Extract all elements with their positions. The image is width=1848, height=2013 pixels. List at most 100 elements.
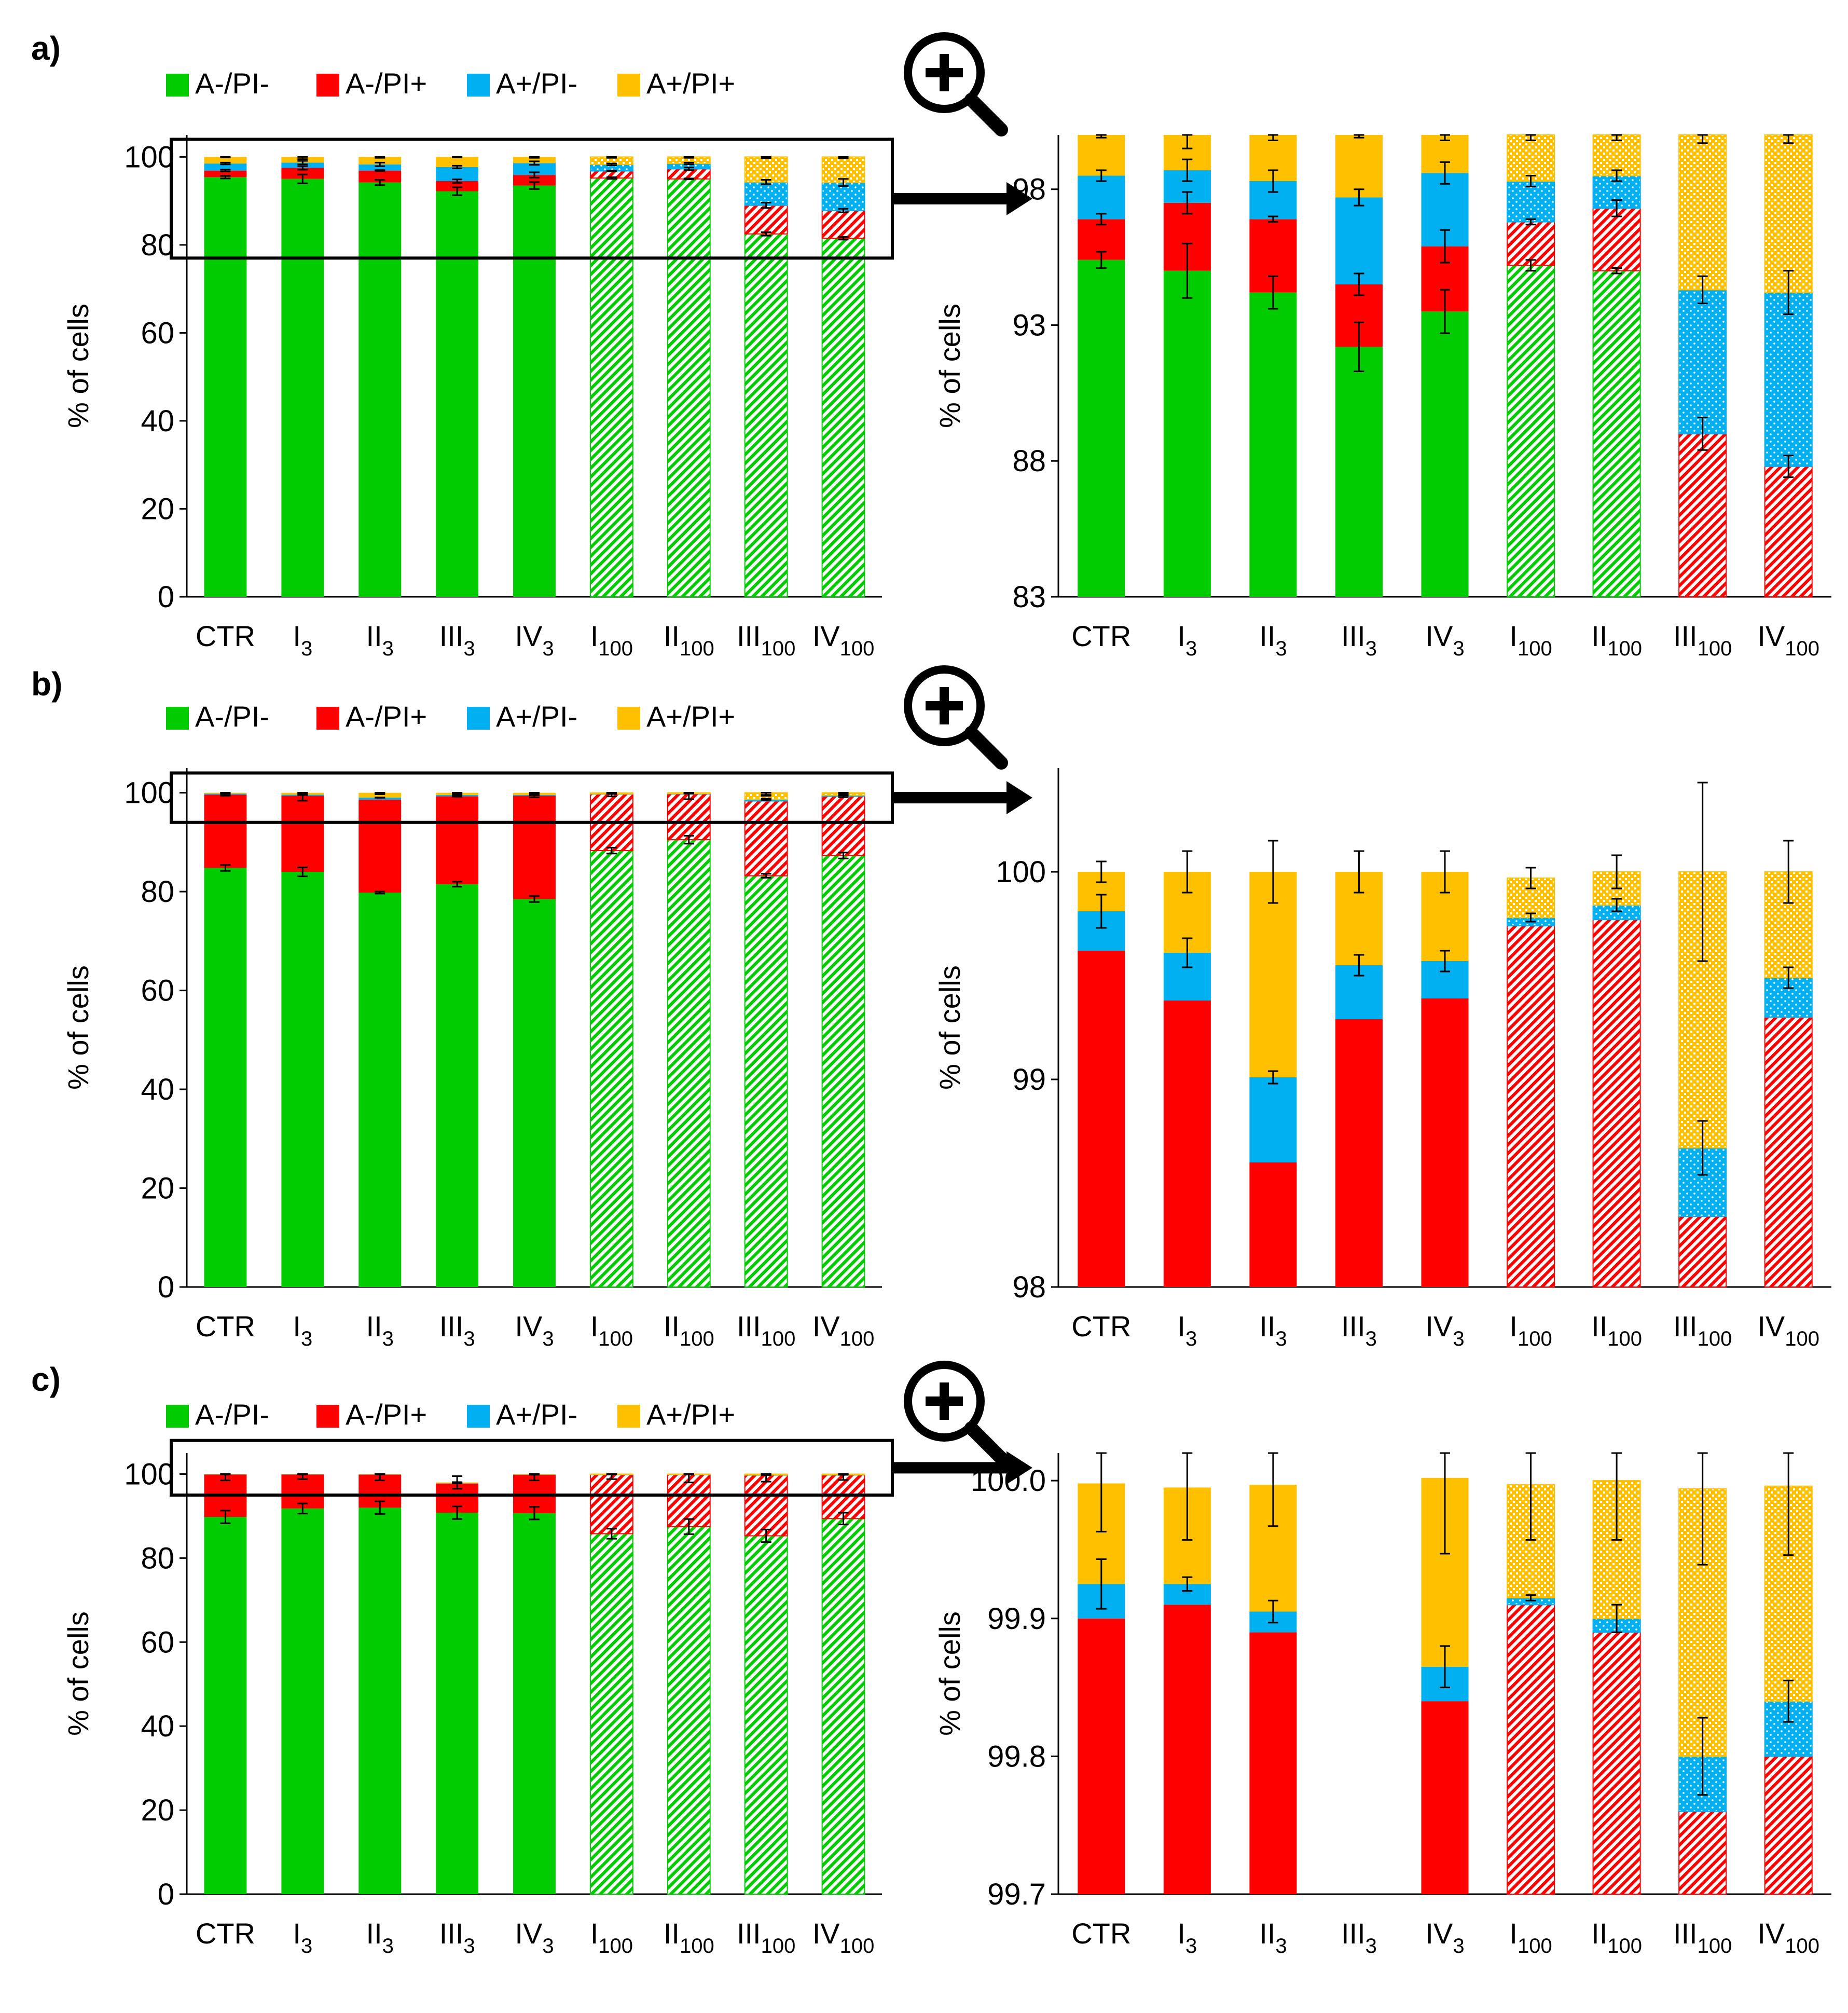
handle [964,726,1008,770]
bar-segment-a-pi- [204,177,247,597]
bar-segment-a-pi- [358,1508,402,1894]
y-tick-label: 99.7 [987,1878,1046,1911]
bar-segment-a-pi- [821,855,865,1288]
legend-swatch [617,1405,640,1428]
legend-label: A-/PI+ [346,67,427,100]
x-tick-label: II100 [1591,620,1642,660]
x-tick-label: IV100 [812,620,875,660]
x-tick-label: II3 [366,1917,394,1957]
y-tick-label: 0 [158,1878,174,1911]
bar-segment-a-pi- [204,170,247,177]
bar-segment-a-pi- [1592,270,1641,597]
bar-segment-a-pi- [744,1474,788,1537]
bar-segment-a-pi- [667,839,711,1288]
bar-segment-a-pi- [513,157,556,163]
bar-segment-a-pi- [436,796,479,884]
legend-swatch [166,74,189,97]
bar-segment-a-pi- [513,175,556,186]
bar-segment-a-pi- [204,1517,247,1894]
y-tick-label: 88 [1012,444,1046,478]
y-tick-label: 99 [1012,1063,1046,1097]
legend-swatch [166,1405,189,1428]
bar-segment-a-pi- [1507,221,1555,266]
bar-segment-a-pi- [1421,998,1469,1287]
bar-segment-a-pi- [513,185,556,597]
bar-segment-a-pi- [281,162,324,168]
handle [964,1421,1008,1465]
x-tick-label: IV3 [1425,1917,1464,1957]
bar-segment-a-pi- [1078,259,1125,597]
right-arrow-icon [892,781,1032,815]
legend-swatch [316,707,339,730]
x-tick-label: I3 [1177,620,1197,660]
bar-segment-a-pi- [589,1474,633,1535]
y-tick-label: 40 [141,1073,174,1106]
y-tick-label: 0 [158,580,174,614]
bar-segment-a-pi- [281,872,324,1287]
bar-segment-a-pi- [1249,872,1297,1077]
panel-label: c) [31,1361,61,1398]
y-axis-title: % of cells [933,304,966,428]
y-tick-label: 93 [1012,308,1046,342]
bar-segment-a-pi- [1335,197,1383,284]
panel-2: b) A-/PI- A-/PI+ A+/PI- A+/PI+ 0 20 40 60 80 100 % … [31,665,1831,1350]
bar-segment-a-pi- [281,796,324,872]
y-tick-label: 100 [124,1457,174,1491]
bar-segment-a-pi- [358,182,402,597]
x-tick-label: IV3 [515,1917,554,1957]
y-tick-label: 99.9 [987,1602,1046,1636]
y-tick-label: 100 [996,855,1046,889]
x-tick-label: III3 [439,1310,475,1350]
bar-segment-a-pi- [1592,134,1641,176]
legend-label: A-/PI- [195,1398,269,1431]
bar-segment-a-pi- [358,170,402,183]
y-axis-title: % of cells [62,304,94,428]
bar-segment-a-pi- [744,1535,788,1895]
bar-segment-a-pi- [1678,1811,1727,1895]
bar-segment-a-pi- [281,1508,324,1894]
legend-label: A+/PI- [496,1398,577,1431]
y-tick-label: 20 [141,492,174,526]
y-tick-label: 83 [1012,580,1046,614]
bar-segment-a-pi- [1678,1216,1727,1288]
x-tick-label: IV3 [515,1310,554,1350]
bar-segment-a-pi- [1678,433,1727,597]
bar-segment-a-pi- [358,893,402,1287]
y-tick-label: 98 [1012,1270,1046,1304]
x-tick-label: II100 [1591,1310,1642,1350]
arrow-head [1006,182,1032,215]
legend-label: A+/PI+ [646,1398,735,1431]
magnifier-plus-icon [904,32,1008,136]
y-tick-label: 100 [124,776,174,810]
bar-segment-a-pi- [1078,135,1125,176]
x-tick-label: IV3 [515,620,554,660]
bar-segment-a-pi- [1421,311,1469,597]
legend-swatch [316,74,339,97]
bar-segment-a-pi- [1163,1001,1211,1287]
arrow-head [1006,1451,1032,1485]
y-tick-label: 20 [141,1172,174,1206]
bar-segment-a-pi- [204,157,247,164]
x-tick-label: III3 [439,620,475,660]
bar-segment-a-pi- [1249,1077,1297,1162]
bar-segment-a-pi- [358,164,402,171]
bar-segment-a-pi- [1335,1019,1383,1287]
magnifier-plus-icon [904,1361,1008,1465]
x-tick-label: III3 [439,1917,475,1957]
bar-segment-a-pi- [1764,134,1813,293]
bar-segment-a-pi- [589,850,633,1288]
legend-label: A+/PI+ [646,700,735,733]
panel-label: b) [31,665,62,703]
y-tick-label: 100.0 [971,1464,1046,1498]
y-tick-label: 80 [141,228,174,262]
x-tick-label: IV100 [1757,1917,1819,1957]
bar-segment-a-pi- [1678,134,1727,291]
legend-label: A-/PI- [195,67,269,100]
bar-segment-a-pi- [1764,1017,1813,1288]
x-tick-label: II3 [1259,1917,1287,1957]
magnifier-plus-icon [904,665,1008,770]
x-tick-label: I100 [1509,1917,1552,1957]
bar-segment-a-pi- [744,800,788,877]
bar-segment-a-pi- [1592,919,1641,1288]
